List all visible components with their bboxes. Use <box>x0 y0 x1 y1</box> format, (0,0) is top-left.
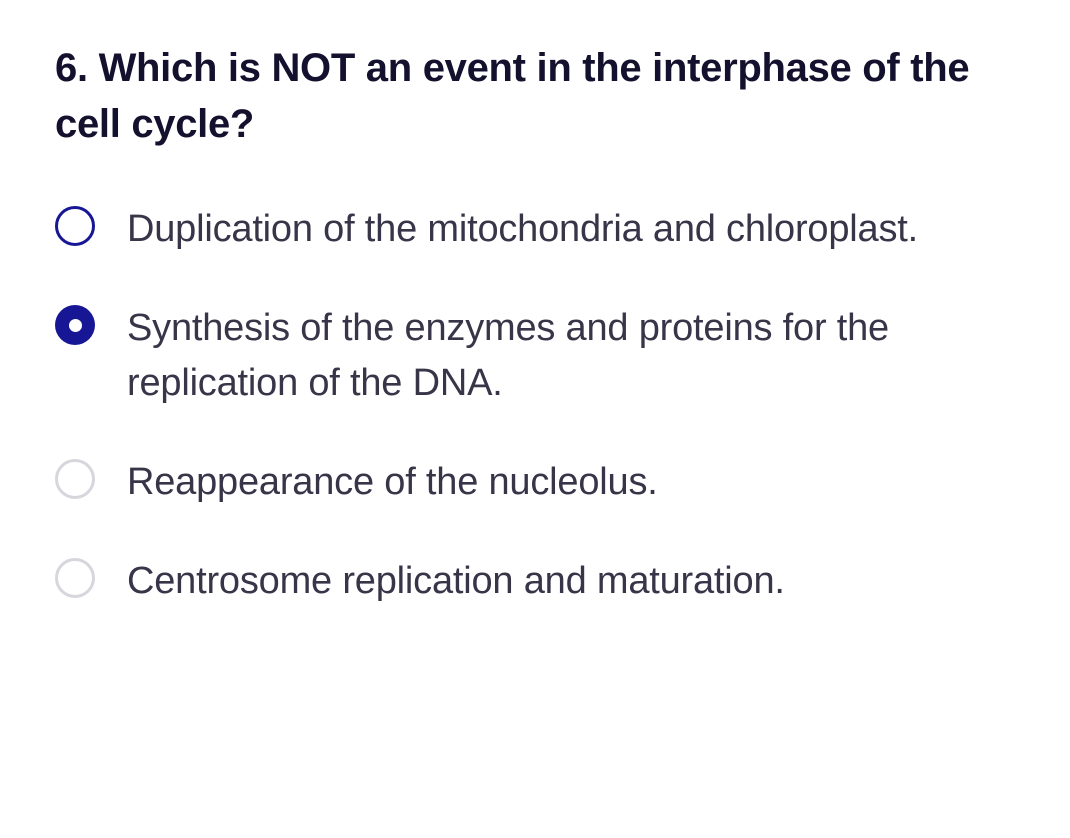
option-label-0: Duplication of the mitochondria and chlo… <box>127 202 918 257</box>
option-row-1[interactable]: Synthesis of the enzymes and proteins fo… <box>55 301 1015 411</box>
question-text-content: Which is NOT an event in the interphase … <box>55 46 969 146</box>
radio-button-0[interactable] <box>55 206 95 246</box>
question-heading: 6. Which is NOT an event in the interpha… <box>55 40 1015 152</box>
option-row-3[interactable]: Centrosome replication and maturation. <box>55 554 1015 609</box>
radio-button-2[interactable] <box>55 459 95 499</box>
option-label-3: Centrosome replication and maturation. <box>127 554 785 609</box>
option-row-2[interactable]: Reappearance of the nucleolus. <box>55 455 1015 510</box>
radio-button-1[interactable] <box>55 305 95 345</box>
question-number: 6. <box>55 46 88 90</box>
options-list: Duplication of the mitochondria and chlo… <box>55 202 1015 609</box>
radio-button-3[interactable] <box>55 558 95 598</box>
option-row-0[interactable]: Duplication of the mitochondria and chlo… <box>55 202 1015 257</box>
option-label-2: Reappearance of the nucleolus. <box>127 455 658 510</box>
option-label-1: Synthesis of the enzymes and proteins fo… <box>127 301 1015 411</box>
